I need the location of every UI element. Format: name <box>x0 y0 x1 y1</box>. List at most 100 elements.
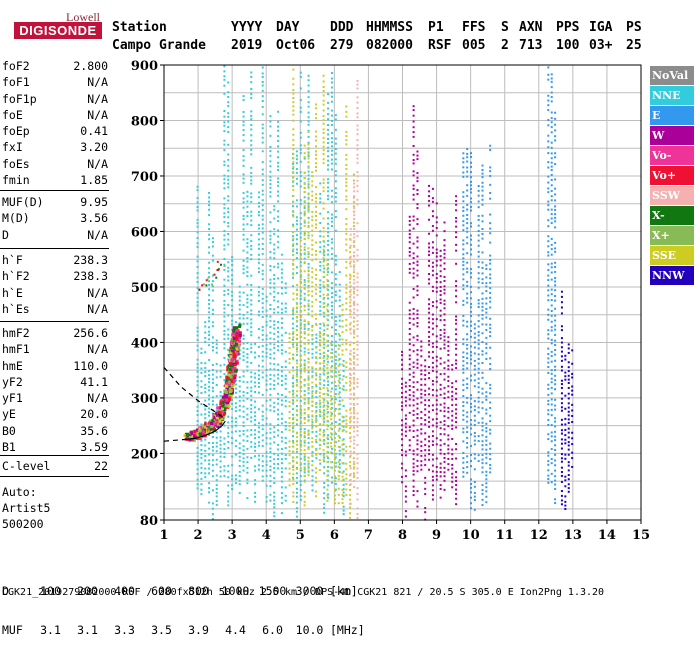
echo-point <box>304 279 306 281</box>
echo-point <box>212 313 214 315</box>
echo-point <box>432 241 434 243</box>
echo-point <box>350 350 352 352</box>
echo-point <box>345 275 347 277</box>
echo-point <box>335 278 337 280</box>
echo-point <box>197 376 199 378</box>
echo-point <box>327 235 329 237</box>
echo-point <box>254 343 256 345</box>
echo-point <box>349 381 351 383</box>
echo-point <box>353 301 355 303</box>
echo-point <box>432 389 434 391</box>
echo-point <box>443 280 445 282</box>
echo-point <box>436 202 438 204</box>
echo-point <box>489 331 491 333</box>
echo-point <box>197 260 199 262</box>
echo-point <box>547 384 549 386</box>
echo-point <box>409 322 411 324</box>
header-value: 279 <box>330 38 353 54</box>
echo-point <box>277 306 279 308</box>
echo-point <box>273 441 275 443</box>
echo-point <box>571 349 573 351</box>
echo-point <box>339 284 341 286</box>
echo-point <box>432 252 434 254</box>
echo-point <box>327 249 329 251</box>
echo-point <box>243 400 245 402</box>
trace-point <box>225 382 228 385</box>
echo-point <box>349 489 351 491</box>
echo-point <box>300 386 302 388</box>
echo-point <box>424 365 426 367</box>
echo-point <box>262 127 264 129</box>
echo-point <box>568 428 570 430</box>
echo-point <box>331 313 333 315</box>
echo-point <box>311 460 313 462</box>
echo-point <box>478 353 480 355</box>
echo-point <box>353 361 355 363</box>
trace-point <box>216 406 219 409</box>
trace-point <box>234 369 237 372</box>
trace-point <box>236 329 239 332</box>
echo-point <box>326 354 328 356</box>
echo-point <box>269 383 271 385</box>
echo-point <box>323 153 325 155</box>
echo-point <box>319 343 321 345</box>
echo-point <box>323 352 325 354</box>
echo-point <box>250 215 252 217</box>
echo-point <box>311 199 313 201</box>
echo-point <box>350 454 352 456</box>
echo-point <box>311 427 313 429</box>
echo-point <box>357 276 359 278</box>
echo-point <box>551 398 553 400</box>
echo-point <box>440 388 442 390</box>
echo-point <box>342 326 344 328</box>
echo-point <box>296 162 298 164</box>
echo-point <box>231 464 233 466</box>
echo-point <box>551 440 553 442</box>
echo-point <box>243 430 245 432</box>
echo-point <box>440 444 442 446</box>
echo-point <box>466 302 468 304</box>
echo-point <box>478 215 480 217</box>
echo-point <box>307 226 309 228</box>
echo-point <box>243 351 245 353</box>
echo-point <box>243 215 245 217</box>
echo-point <box>409 379 411 381</box>
echo-point <box>489 232 491 234</box>
echo-point <box>330 399 332 401</box>
echo-point <box>409 224 411 226</box>
echo-point <box>455 323 457 325</box>
param-name: yF1 <box>2 390 23 406</box>
echo-point <box>223 364 225 366</box>
echo-point <box>292 318 294 320</box>
echo-point <box>197 292 199 294</box>
echo-point <box>485 449 487 451</box>
echo-point <box>246 306 248 308</box>
echo-point <box>285 366 287 368</box>
echo-point <box>319 444 321 446</box>
echo-point <box>413 194 415 196</box>
echo-point <box>335 456 337 458</box>
echo-point <box>470 363 472 365</box>
echo-point <box>350 407 352 409</box>
echo-point <box>246 387 248 389</box>
echo-point <box>273 299 275 301</box>
echo-point <box>277 331 279 333</box>
echo-point <box>568 491 570 493</box>
echo-point <box>273 426 275 428</box>
echo-point <box>326 284 328 286</box>
echo-point <box>353 486 355 488</box>
echo-point <box>208 374 210 376</box>
echo-point <box>357 190 359 192</box>
echo-point <box>262 90 264 92</box>
echo-point <box>551 254 553 256</box>
echo-point <box>466 176 468 178</box>
echo-point <box>319 387 321 389</box>
echo-point <box>357 286 359 288</box>
echo-point <box>262 424 264 426</box>
echo-point <box>462 368 464 370</box>
echo-point <box>466 204 468 206</box>
echo-point <box>246 298 248 300</box>
echo-point <box>350 245 352 247</box>
